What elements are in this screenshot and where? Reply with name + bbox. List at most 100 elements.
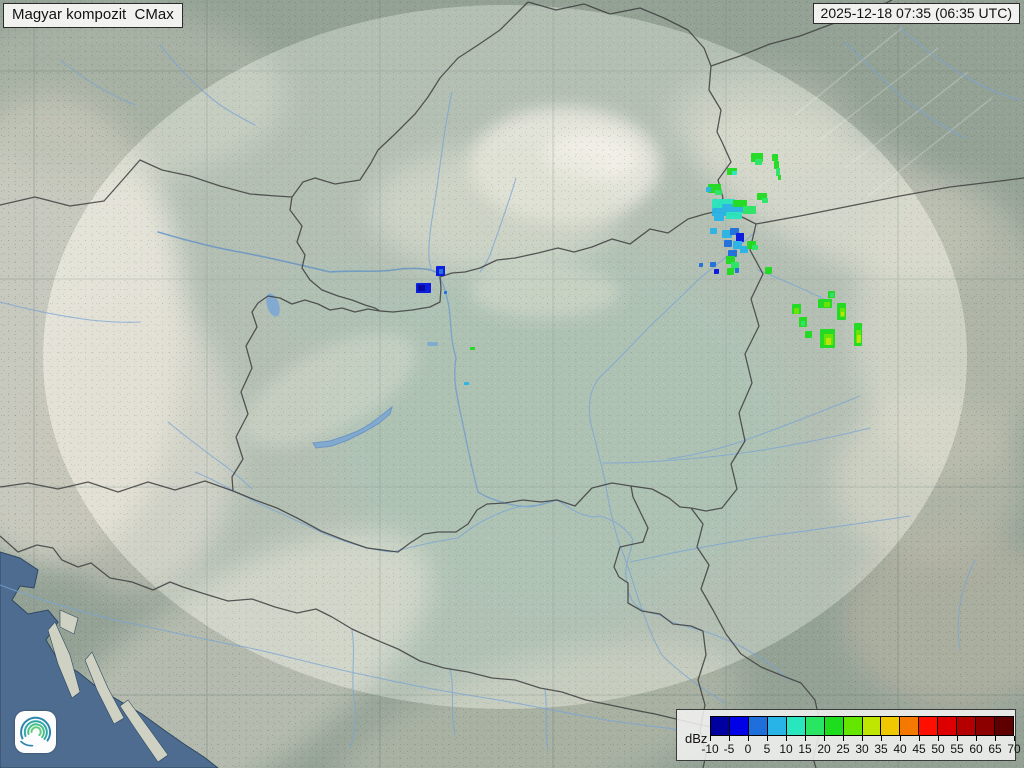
border-at-sk [289,196,381,312]
legend-tick-label: 45 [912,742,926,756]
border-at-si [0,480,234,493]
radar-echo-cell [724,240,732,247]
radar-echo-cell [736,233,744,242]
border-hr-rs [613,485,704,632]
radar-echo-cell [841,312,844,316]
legend-color-cell [785,716,806,736]
radar-echo-cell [715,190,722,195]
legend-color-cell [842,716,863,736]
radar-echo-cell [740,246,748,253]
lake-balaton [312,405,393,449]
legend-color-cell [804,716,825,736]
border-sk-hu [379,211,715,313]
radar-echo-cell [830,293,834,297]
legend-color-cell [861,716,882,736]
legend-tick [748,736,749,741]
legend-tick-label: 60 [969,742,983,756]
border-cz-sk [291,1,529,198]
legend-tick [862,736,863,741]
radar-echo-cell [733,241,742,249]
legend-color-cell [747,716,768,736]
legend-tick [843,736,844,741]
radar-echo-cell [743,206,756,214]
legend-tick-label: 55 [950,742,964,756]
legend-tick [1014,736,1015,741]
dbz-legend-panel: dBz -10 -5 0 5 10 15 20 25 30 35 40 45 50 55 60 65 70 [676,709,1021,761]
radar-echo-cell [732,171,737,175]
legend-tick-label: -5 [723,742,735,756]
legend-tick [900,736,901,741]
border-hu-ro [690,223,764,512]
spiral-logo-icon [20,716,52,747]
rivers-layer [0,27,1021,751]
legend-color-cell [766,716,787,736]
legend-tick [729,736,730,741]
border-sk-pl [527,1,723,143]
radar-echo-cell [710,262,716,267]
legend-tick-label: 65 [988,742,1002,756]
lakes-layer [266,293,438,449]
radar-echo-cell [776,168,780,176]
radar-echo-cell [710,228,717,234]
radar-echo-cell [470,347,475,350]
lake-velence [427,342,438,346]
radar-echo-cell [727,268,734,275]
met-service-logo [15,711,56,753]
legend-tick [995,736,996,741]
legend-tick [881,736,882,741]
radar-echo-cell [444,291,447,294]
legend-tick [938,736,939,741]
legend-color-cell [710,716,730,736]
radar-echo-cell [464,382,469,385]
radar-echo-cell [699,263,703,267]
island [59,609,79,635]
border-ro-ua [755,177,1024,225]
legend-color-cell [823,716,844,736]
radar-echo-cell [826,338,831,345]
radar-echo-cell [706,187,711,192]
timestamp-label: 2025-12-18 07:35 (06:35 UTC) [812,3,1020,25]
border-si-hr [0,535,333,618]
legend-tick [824,736,825,741]
radar-echo-cell [418,285,425,291]
legend-tick-label: -10 [701,742,719,756]
legend-tick-label: 50 [931,742,945,756]
legend-tick [710,736,711,741]
radar-echo-cell [733,200,747,207]
radar-echo-cell [765,267,772,274]
radar-echo-cell [801,321,805,326]
radar-echo-cell [774,161,779,169]
legend-tick-label: 35 [874,742,888,756]
radar-echo-cell [714,269,719,274]
legend-tick-label: 70 [1007,742,1021,756]
radar-echo-cell [857,335,861,343]
radar-echo-cell [824,302,830,307]
legend-color-cell [994,716,1014,736]
island [84,651,125,725]
legend-tick [786,736,787,741]
legend-color-cell [975,716,996,736]
radar-echo-cell [722,230,732,238]
radar-echo-cell [726,212,742,219]
legend-tick [976,736,977,741]
legend-color-cell [937,716,958,736]
legend-tick-label: 25 [836,742,850,756]
legend-color-cell [899,716,920,736]
border-cz-at [0,159,293,207]
legend-tick-label: 40 [893,742,907,756]
legend-tick [767,736,768,741]
legend-tick-label: 30 [855,742,869,756]
legend-tick [805,736,806,741]
coverage-highlight [43,5,967,709]
radar-echo-cell [735,268,739,273]
radar-echo-cell [714,215,724,221]
legend-tick [919,736,920,741]
island [47,621,81,699]
legend-tick-label: 10 [779,742,793,756]
legend-tick-label: 0 [744,742,752,756]
legend-tick-label: 5 [763,742,771,756]
radar-echo-cell [728,250,737,257]
legend-color-bar [710,716,1014,736]
